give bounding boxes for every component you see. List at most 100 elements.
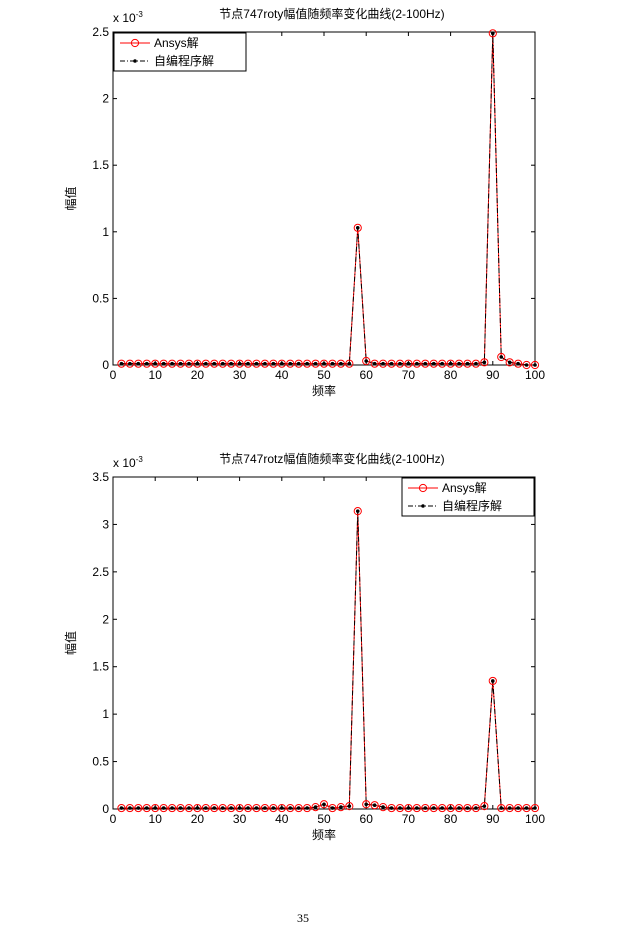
data-point	[336, 359, 345, 368]
data-point	[423, 361, 428, 366]
data-point	[187, 806, 191, 810]
data-point	[252, 359, 261, 368]
data-point	[353, 223, 362, 232]
legend-label: 自编程序解	[154, 53, 214, 68]
data-point	[142, 359, 151, 368]
data-point	[305, 361, 309, 366]
data-point	[252, 803, 261, 813]
data-point	[491, 679, 495, 683]
x-tick-label: 90	[486, 812, 500, 826]
data-point	[339, 805, 343, 809]
y-exponent: x 10-3	[113, 10, 143, 25]
data-point	[339, 361, 343, 366]
data-point	[328, 359, 337, 368]
data-point	[246, 361, 250, 366]
data-point	[254, 361, 259, 366]
data-point	[381, 805, 385, 809]
x-tick-label: 50	[317, 812, 331, 826]
data-point	[305, 806, 309, 810]
data-point	[128, 361, 132, 366]
data-point	[277, 359, 286, 368]
legend-marker	[421, 504, 425, 508]
x-tick-label: 0	[110, 812, 117, 826]
data-point	[134, 359, 143, 368]
data-point	[201, 803, 210, 813]
data-point	[263, 806, 267, 810]
chart-title: 节点747roty幅值随频率变化曲线(2-100Hz)	[219, 6, 444, 21]
data-point	[176, 803, 185, 813]
data-point	[296, 361, 301, 366]
data-point	[398, 806, 402, 810]
data-point	[159, 359, 168, 368]
data-point	[151, 803, 160, 813]
data-point	[524, 806, 529, 810]
data-point	[204, 806, 208, 810]
data-point	[457, 806, 461, 810]
chart-title: 节点747rotz幅值随频率变化曲线(2-100Hz)	[219, 451, 444, 466]
data-point	[516, 806, 520, 810]
data-point	[271, 806, 276, 810]
data-point	[362, 800, 371, 809]
x-tick-label: 10	[149, 368, 163, 382]
data-point	[440, 361, 444, 366]
data-point	[237, 806, 242, 810]
data-point	[218, 359, 227, 368]
data-point	[505, 358, 514, 367]
data-point	[269, 359, 278, 368]
data-point	[480, 358, 489, 367]
y-tick-label: 0.5	[92, 755, 109, 769]
data-point	[151, 359, 160, 368]
data-point	[389, 806, 394, 810]
chart: 0 10 20 30 40 50 60 70 80 90 100 0 0.5 1 1.5 2 2.5 3 3.5 x …	[63, 451, 545, 842]
data-point	[136, 806, 141, 810]
data-point	[212, 361, 217, 366]
data-point	[153, 361, 157, 366]
data-point	[415, 361, 419, 366]
data-point	[128, 806, 132, 810]
data-point	[243, 803, 253, 813]
data-point	[370, 359, 379, 368]
data-point	[480, 802, 489, 811]
x-tick-label: 0	[110, 368, 117, 382]
x-tick-label: 80	[444, 368, 458, 382]
data-point	[134, 803, 143, 813]
x-tick-label: 60	[360, 812, 374, 826]
data-point	[345, 359, 354, 368]
data-point	[178, 361, 183, 366]
data-point	[370, 801, 379, 810]
data-point	[387, 803, 396, 813]
data-point	[491, 31, 495, 36]
data-point	[378, 359, 388, 368]
data-point	[438, 359, 447, 368]
legend-marker	[133, 59, 137, 63]
data-point	[167, 359, 177, 368]
y-tick-label: 3.5	[92, 470, 109, 484]
y-tick-label: 2.5	[92, 565, 109, 579]
data-point	[322, 802, 326, 807]
data-point	[387, 359, 396, 368]
x-tick-label: 30	[233, 368, 247, 382]
data-point	[364, 359, 369, 363]
data-point	[260, 803, 270, 813]
y-tick-label: 1.5	[92, 660, 109, 674]
data-point	[372, 361, 377, 366]
data-point	[161, 806, 166, 810]
data-point	[153, 806, 157, 810]
y-axis-label: 幅值	[63, 186, 78, 210]
data-point	[237, 361, 242, 366]
data-point	[488, 29, 497, 38]
data-point	[220, 806, 225, 810]
y-tick-label: 2	[102, 612, 109, 626]
data-point	[355, 509, 360, 513]
data-point	[170, 806, 174, 810]
data-point	[406, 361, 411, 366]
data-point	[227, 803, 236, 813]
y-exponent-power: -3	[136, 10, 144, 19]
data-point	[533, 363, 537, 367]
y-tick-label: 1	[102, 225, 109, 239]
data-point	[311, 359, 320, 368]
x-axis-label: 频率	[312, 383, 336, 398]
plot-area	[112, 476, 536, 810]
data-point	[421, 803, 430, 813]
x-tick-label: 80	[444, 812, 458, 826]
